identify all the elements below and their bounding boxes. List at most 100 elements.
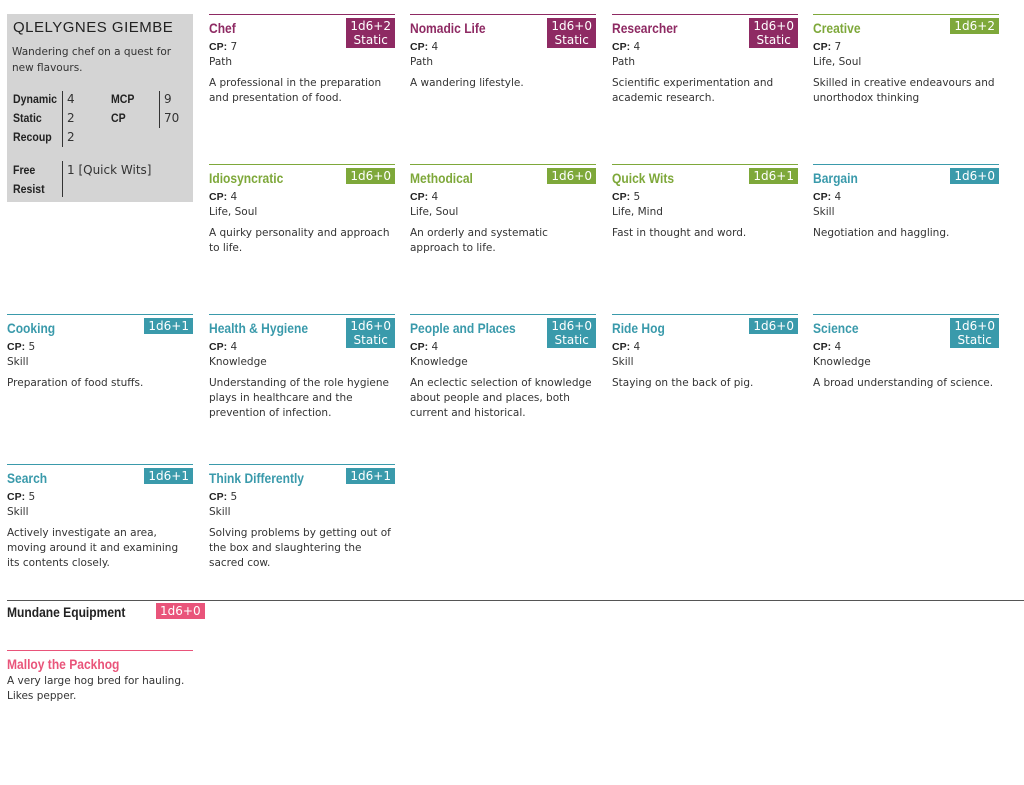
card-rule xyxy=(410,14,596,15)
card-researcher: Researcher 1d6+0 Static CP: 4 Path Scient… xyxy=(612,14,798,154)
free-resist-value: 1 [Quick Wits] xyxy=(67,163,152,177)
card-rule xyxy=(813,14,999,15)
card-rule xyxy=(612,14,798,15)
card-cp: CP: 4 xyxy=(813,341,842,353)
equipment-section-title: Mundane Equipment xyxy=(7,604,126,620)
card-tags: Skill xyxy=(7,506,29,518)
card-search: Search 1d6+1 CP: 5 Skill Actively invest… xyxy=(7,464,193,604)
card-rule xyxy=(209,464,395,465)
card-nomadic-life: Nomadic Life 1d6+0 Static CP: 4 Path A wa… xyxy=(410,14,596,154)
card-rule xyxy=(612,314,798,315)
card-tags: Knowledge xyxy=(813,356,871,368)
card-rule xyxy=(209,314,395,315)
card-tags: Life, Soul xyxy=(209,206,258,218)
card-tags: Knowledge xyxy=(410,356,468,368)
static-value: 2 xyxy=(67,111,75,125)
card-description: Fast in thought and word. xyxy=(612,227,747,239)
card-title: Creative xyxy=(813,20,861,36)
card-cp: CP: 4 xyxy=(612,41,641,53)
card-tags: Skill xyxy=(7,356,29,368)
card-description: An orderly and systematic approach to li… xyxy=(410,227,548,254)
card-bargain: Bargain 1d6+0 CP: 4 Skill Negotiation an… xyxy=(813,164,999,304)
stat-divider xyxy=(159,91,160,128)
character-summary: QLELYGNES GIEMBE Wandering chef on a que… xyxy=(7,14,193,202)
equipment-item-rule xyxy=(7,650,193,651)
card-people-places: People and Places 1d6+0 Static CP: 4 Know… xyxy=(410,314,596,454)
card-ride-hog: Ride Hog 1d6+0 CP: 4 Skill Staying on th… xyxy=(612,314,798,454)
card-title: People and Places xyxy=(410,320,516,336)
card-cp: CP: 5 xyxy=(612,191,641,203)
card-description: A broad understanding of science. xyxy=(813,377,994,389)
dice-badge: 1d6+1 xyxy=(749,168,798,184)
card-cp: CP: 4 xyxy=(410,41,439,53)
card-cp: CP: 4 xyxy=(612,341,641,353)
card-tags: Skill xyxy=(612,356,634,368)
card-rule xyxy=(7,464,193,465)
card-title: Health & Hygiene xyxy=(209,320,309,336)
card-title: Quick Wits xyxy=(612,170,675,186)
dice-badge: 1d6+0 Static xyxy=(547,318,596,348)
card-title: Think Differently xyxy=(209,470,305,486)
equipment-item-description: A very large hog bred for hauling. Likes… xyxy=(7,675,185,702)
card-cp: CP: 4 xyxy=(209,191,238,203)
card-rule xyxy=(209,14,395,15)
character-description: Wandering chef on a quest for new flavou… xyxy=(12,46,172,74)
card-tags: Path xyxy=(612,56,636,68)
card-title: Researcher xyxy=(612,20,678,36)
card-title: Idiosyncratic xyxy=(209,170,284,186)
card-health-hygiene: Health & Hygiene 1d6+0 Static CP: 4 Knowl… xyxy=(209,314,395,454)
cp-total-value: 70 xyxy=(164,111,180,125)
dice-badge: 1d6+0 xyxy=(346,168,395,184)
card-description: Solving problems by getting out of the b… xyxy=(209,527,391,569)
card-description: Staying on the back of pig. xyxy=(612,377,754,389)
dice-badge: 1d6+2 Static xyxy=(346,18,395,48)
dice-badge: 1d6+0 Static xyxy=(346,318,395,348)
card-science: Science 1d6+0 Static CP: 4 Knowledge A br… xyxy=(813,314,999,454)
card-idiosyncratic: Idiosyncratic 1d6+0 CP: 4 Life, Soul A q… xyxy=(209,164,395,304)
stat-divider xyxy=(62,161,63,197)
dice-badge: 1d6+0 xyxy=(547,168,596,184)
card-creative: Creative 1d6+2 CP: 7 Life, Soul Skilled … xyxy=(813,14,999,154)
dice-badge: 1d6+0 xyxy=(749,318,798,334)
card-cp: CP: 5 xyxy=(209,491,238,503)
card-rule xyxy=(209,164,395,165)
card-title: Methodical xyxy=(410,170,473,186)
equipment-dice-badge: 1d6+0 xyxy=(156,603,205,619)
card-title: Cooking xyxy=(7,320,56,336)
static-label: Static xyxy=(13,111,42,125)
card-description: Scientific experimentation and academic … xyxy=(612,77,774,104)
dynamic-value: 4 xyxy=(67,92,75,106)
mcp-label: MCP xyxy=(111,92,135,106)
recoup-label: Recoup xyxy=(13,130,52,144)
card-cp: CP: 7 xyxy=(209,41,238,53)
card-title: Bargain xyxy=(813,170,858,186)
card-rule xyxy=(612,164,798,165)
stat-divider xyxy=(62,91,63,147)
card-title: Search xyxy=(7,470,48,486)
card-quick-wits: Quick Wits 1d6+1 CP: 5 Life, Mind Fast i… xyxy=(612,164,798,304)
card-tags: Life, Soul xyxy=(813,56,862,68)
card-title: Ride Hog xyxy=(612,320,665,336)
card-description: Preparation of food stuffs. xyxy=(7,377,144,389)
resist-label: Resist xyxy=(13,182,45,196)
dice-badge: 1d6+0 Static xyxy=(950,318,999,348)
card-rule xyxy=(410,314,596,315)
card-tags: Life, Mind xyxy=(612,206,663,218)
card-cooking: Cooking 1d6+1 CP: 5 Skill Preparation of… xyxy=(7,314,193,454)
dice-badge: 1d6+0 xyxy=(950,168,999,184)
card-description: A professional in the preparation and pr… xyxy=(209,77,382,104)
card-tags: Path xyxy=(410,56,434,68)
dice-badge: 1d6+0 Static xyxy=(547,18,596,48)
dice-badge: 1d6+1 xyxy=(144,318,193,334)
card-tags: Skill xyxy=(813,206,835,218)
card-cp: CP: 4 xyxy=(813,191,842,203)
dice-badge: 1d6+0 Static xyxy=(749,18,798,48)
dynamic-label: Dynamic xyxy=(13,92,58,106)
card-cp: CP: 5 xyxy=(7,341,36,353)
dice-badge: 1d6+2 xyxy=(950,18,999,34)
card-tags: Life, Soul xyxy=(410,206,459,218)
card-description: A quirky personality and approach to lif… xyxy=(209,227,390,254)
card-description: A wandering lifestyle. xyxy=(410,77,524,89)
card-cp: CP: 4 xyxy=(209,341,238,353)
card-cp: CP: 4 xyxy=(410,191,439,203)
